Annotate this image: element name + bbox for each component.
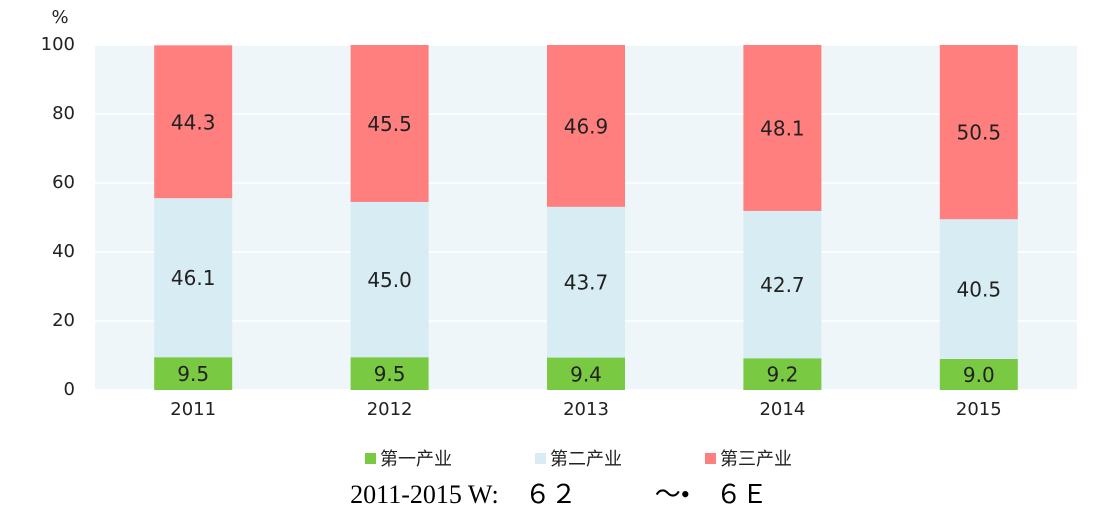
x-tick-label: 2015 [956,399,1002,420]
bar-segment [547,357,625,390]
data-label: 45.5 [367,112,412,136]
y-tick-label: 40 [52,241,75,262]
bar-segment [939,219,1018,359]
data-label: 44.3 [171,110,216,134]
data-label: 50.5 [957,121,1002,145]
data-label: 45.0 [367,268,412,292]
data-label: 42.7 [760,273,805,297]
y-tick-label: 60 [52,172,75,193]
x-tick-label: 2014 [759,399,805,420]
bar-segment [547,206,625,358]
x-tick-label: 2012 [367,399,413,420]
x-tick-label: 2013 [563,399,609,420]
legend-swatch [705,453,716,464]
bar-segment [350,357,429,390]
y-tick-label: 20 [52,310,75,331]
bar-segment [154,198,233,358]
legend-label: 第一产业 [380,449,452,470]
data-label: 46.1 [171,266,216,290]
data-label: 46.9 [564,114,609,138]
bar-segment [743,45,822,211]
data-label: 9.4 [570,362,602,386]
data-label: 43.7 [564,271,609,295]
y-tick-label: 0 [64,379,75,400]
bar-segment [743,358,822,390]
bar-segment [939,45,1018,220]
data-label: 9.2 [766,363,798,387]
legend-label: 第三产业 [720,449,792,470]
data-label: 40.5 [957,278,1002,302]
data-label: 9.5 [374,362,406,386]
legend-swatch [535,453,546,464]
data-label: 9.5 [177,362,209,386]
bar-segment [939,358,1018,390]
y-axis-unit: % [51,7,68,28]
y-tick-label: 80 [52,103,75,124]
x-tick-label: 2011 [170,399,216,420]
data-label: 48.1 [760,116,805,140]
caption: 2011-2015 W: ６２ ～• ６Ｅ [350,480,768,509]
y-tick-label: 100 [41,34,75,55]
bar-segment [350,45,429,202]
legend-swatch [365,453,376,464]
legend-label: 第二产业 [550,449,622,470]
bar-segment [547,45,625,207]
bar-segment [154,357,233,390]
bar-segment [350,201,429,358]
data-label: 9.0 [963,363,995,387]
bar-segment [154,45,233,199]
bar-segment [743,210,822,359]
